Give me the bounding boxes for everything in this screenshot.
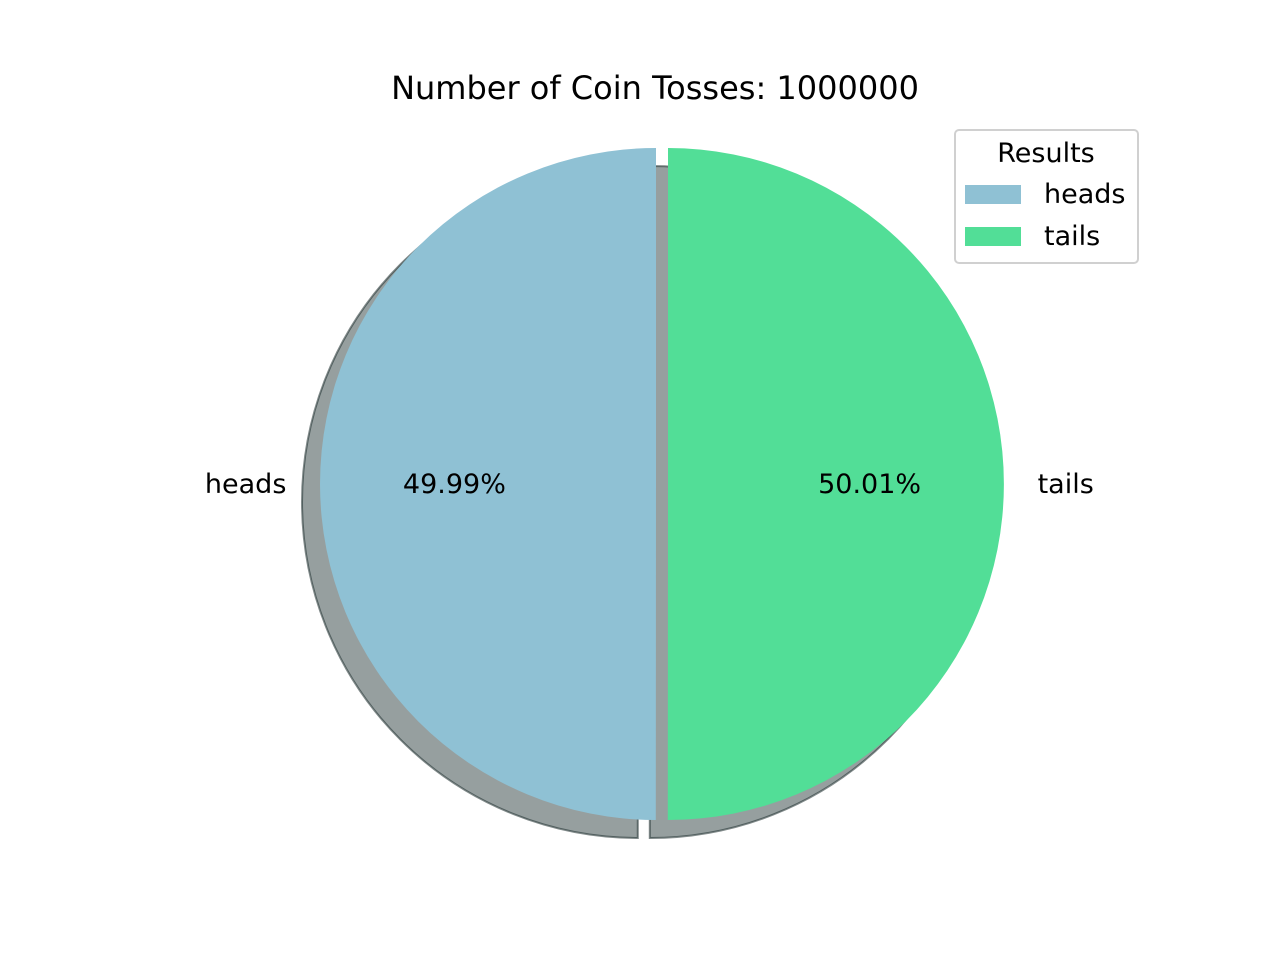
pie-slice-heads[interactable] bbox=[320, 148, 656, 820]
chart-title: Number of Coin Tosses: 1000000 bbox=[391, 69, 919, 107]
legend-swatch-heads bbox=[965, 185, 1021, 204]
legend-title: Results bbox=[997, 138, 1095, 169]
legend-label-heads: heads bbox=[1044, 179, 1125, 210]
pct-label-tails: 50.01% bbox=[818, 469, 921, 500]
legend-entries: heads tails bbox=[965, 179, 1125, 252]
legend: Results heads tails bbox=[954, 129, 1139, 264]
pie-slice-tails[interactable] bbox=[667, 148, 1004, 821]
label-layer: heads 49.99% tails 50.01% bbox=[205, 469, 1094, 500]
legend-swatch-tails bbox=[965, 227, 1021, 246]
slice-layer bbox=[320, 148, 1004, 821]
legend-label-tails: tails bbox=[1044, 221, 1100, 252]
slice-label-heads: heads bbox=[205, 469, 286, 500]
pct-label-heads: 49.99% bbox=[403, 469, 506, 500]
slice-label-tails: tails bbox=[1038, 469, 1094, 500]
